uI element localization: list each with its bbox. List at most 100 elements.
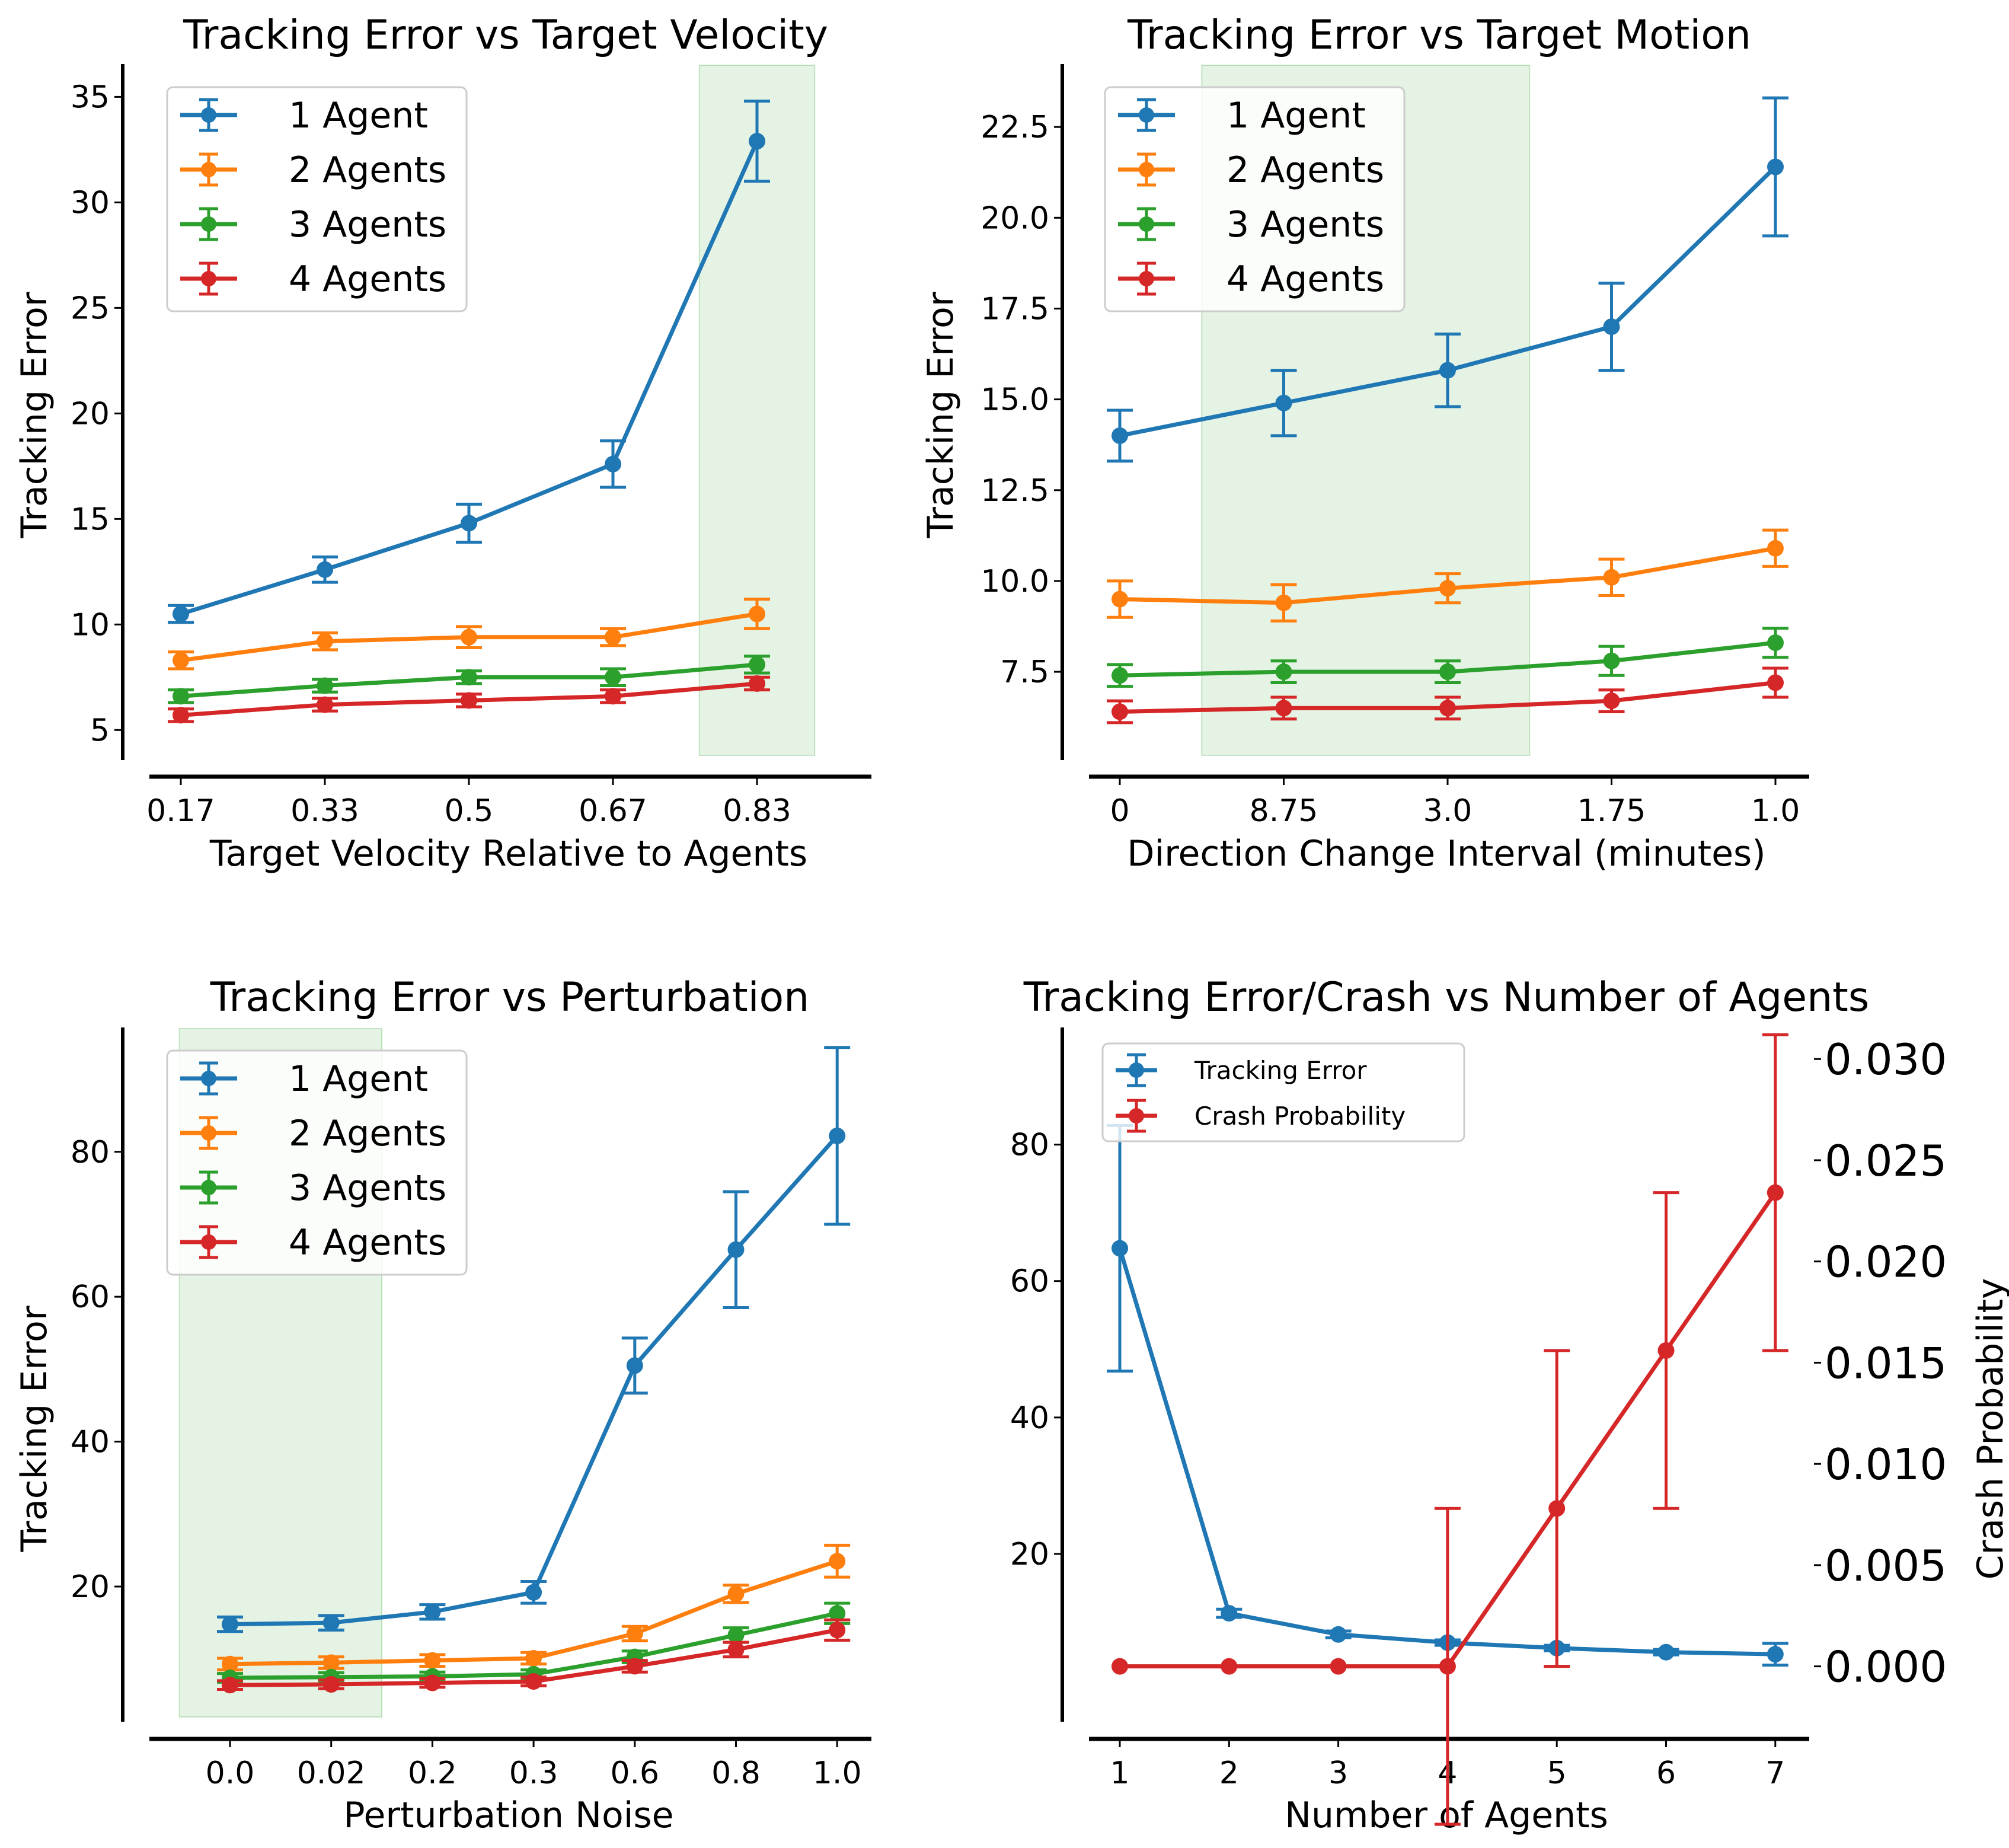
y-tick-label: 5 bbox=[90, 713, 110, 748]
y-tick-label: 7.5 bbox=[1000, 655, 1049, 690]
y-tick-label: 60 bbox=[1010, 1264, 1049, 1300]
data-point bbox=[424, 1652, 441, 1669]
legend-box bbox=[166, 86, 468, 312]
data-point bbox=[173, 688, 189, 705]
x-tick-label: 0.2 bbox=[408, 1756, 457, 1791]
legend-item: 3 Agents bbox=[180, 1167, 446, 1209]
data-point bbox=[317, 561, 333, 578]
legend-item: 2 Agents bbox=[180, 1113, 446, 1154]
y-right-tick-label: 0.020 bbox=[1825, 1237, 1947, 1287]
x-tick-label: 3.0 bbox=[1423, 793, 1473, 829]
legend-item: 1 Agent bbox=[1118, 95, 1366, 136]
x-tick-label: 7 bbox=[1765, 1756, 1785, 1791]
series-2-agents bbox=[1107, 528, 1788, 623]
legend-swatch-marker bbox=[201, 1234, 216, 1250]
y-tick-label: 20 bbox=[71, 396, 110, 432]
data-point bbox=[1767, 540, 1784, 557]
data-point bbox=[829, 1127, 846, 1144]
x-tick-label: 0.83 bbox=[723, 793, 791, 829]
legend-swatch-marker bbox=[201, 216, 216, 232]
data-point bbox=[1330, 1626, 1347, 1643]
data-point bbox=[1112, 1658, 1128, 1675]
y-right-tick-label: 0.000 bbox=[1825, 1642, 1947, 1692]
data-point bbox=[1112, 1240, 1128, 1257]
legend: 1 Agent 2 Agents 3 Agents 4 Agents bbox=[166, 1049, 468, 1276]
plot-area: 5 10 15 20 25 30 35 0.17 0.33 0.5 0.67 0.83 1 Agent 2… bbox=[71, 64, 871, 829]
data-point bbox=[626, 1625, 643, 1642]
plot-area: 7.5 10.0 12.5 15.0 17.5 20.0 22.5 0 8.75 3.0 1.75 1… bbox=[980, 64, 1809, 829]
data-point bbox=[727, 1585, 745, 1603]
data-point bbox=[1439, 580, 1456, 597]
data-point bbox=[317, 633, 333, 650]
data-point bbox=[322, 1654, 340, 1671]
y-tick-label: 10.0 bbox=[980, 564, 1049, 599]
legend-swatch-marker bbox=[201, 271, 216, 286]
series-3-agents bbox=[1107, 627, 1788, 688]
data-point bbox=[461, 692, 477, 709]
legend-swatch-marker bbox=[1139, 107, 1154, 123]
data-point bbox=[1112, 427, 1128, 444]
legend-swatch-marker bbox=[201, 162, 216, 177]
panel-agents: Tracking Error/Crash vs Number of Agents… bbox=[1010, 974, 2009, 1836]
y-right-tick-label: 0.025 bbox=[1825, 1136, 1947, 1186]
data-point bbox=[605, 669, 621, 686]
series-2-agents bbox=[168, 598, 770, 671]
data-point bbox=[1275, 394, 1292, 411]
legend-label: 3 Agents bbox=[289, 204, 446, 245]
data-point bbox=[1275, 663, 1292, 681]
series-3-agents bbox=[168, 655, 770, 705]
legend-swatch-marker bbox=[1139, 162, 1154, 177]
data-point bbox=[1439, 1658, 1456, 1675]
y-tick-label: 15.0 bbox=[980, 382, 1049, 418]
data-point bbox=[173, 605, 189, 623]
legend: Tracking Error Crash Probability bbox=[1101, 1042, 1465, 1142]
legend: 1 Agent 2 Agents 3 Agents 4 Agents bbox=[1104, 86, 1406, 312]
legend-item: Tracking Error bbox=[1116, 1053, 1367, 1087]
data-point bbox=[1767, 1646, 1784, 1663]
x-tick-label: 5 bbox=[1547, 1756, 1567, 1791]
data-point bbox=[424, 1674, 441, 1691]
data-point bbox=[525, 1673, 542, 1690]
legend-item: 4 Agents bbox=[180, 1222, 446, 1263]
x-tick-label: 8.75 bbox=[1250, 793, 1318, 829]
data-point bbox=[605, 455, 621, 473]
data-point bbox=[829, 1605, 846, 1622]
legend: 1 Agent 2 Agents 3 Agents 4 Agents bbox=[166, 86, 468, 312]
legend-label: 1 Agent bbox=[1227, 95, 1366, 136]
y-tick-label: 20.0 bbox=[980, 200, 1049, 236]
legend-swatch-marker bbox=[1139, 271, 1154, 286]
x-tick-label: 0.3 bbox=[509, 1756, 558, 1791]
x-tick-label: 0 bbox=[1110, 793, 1129, 829]
data-point bbox=[1221, 1605, 1238, 1622]
data-point bbox=[749, 133, 765, 150]
data-point bbox=[1275, 594, 1292, 611]
data-point bbox=[461, 515, 477, 532]
data-point bbox=[173, 707, 189, 724]
y-right-tick-label: 0.015 bbox=[1825, 1338, 1947, 1388]
legend-label: 4 Agents bbox=[1227, 258, 1384, 300]
data-point bbox=[1112, 667, 1128, 684]
data-point bbox=[1657, 1643, 1675, 1661]
legend-item: 1 Agent bbox=[180, 1058, 428, 1100]
legend-item: 1 Agent bbox=[180, 95, 428, 136]
data-point bbox=[173, 652, 189, 669]
legend-item: 3 Agents bbox=[180, 204, 446, 245]
data-point bbox=[626, 1357, 643, 1374]
y-right-tick-label: 0.005 bbox=[1825, 1541, 1947, 1591]
data-point bbox=[1603, 569, 1620, 586]
data-point bbox=[1657, 1342, 1675, 1359]
data-point bbox=[1767, 674, 1784, 691]
series-4-agents bbox=[168, 675, 770, 724]
legend-label: 2 Agents bbox=[289, 149, 446, 191]
series-1-agent bbox=[1107, 96, 1788, 463]
data-point bbox=[829, 1622, 846, 1639]
legend-swatch-marker bbox=[201, 1180, 216, 1195]
x-tick-label: 1.75 bbox=[1577, 793, 1646, 829]
data-point bbox=[222, 1616, 238, 1633]
legend-item: 3 Agents bbox=[1118, 204, 1384, 245]
legend-swatch-marker bbox=[201, 1071, 216, 1086]
legend-label: 3 Agents bbox=[1227, 204, 1384, 245]
panel-motion: Tracking Error vs Target Motion Directio… bbox=[920, 12, 1809, 874]
y-tick-label: 30 bbox=[71, 185, 110, 221]
x-tick-label: 3 bbox=[1328, 1756, 1348, 1791]
